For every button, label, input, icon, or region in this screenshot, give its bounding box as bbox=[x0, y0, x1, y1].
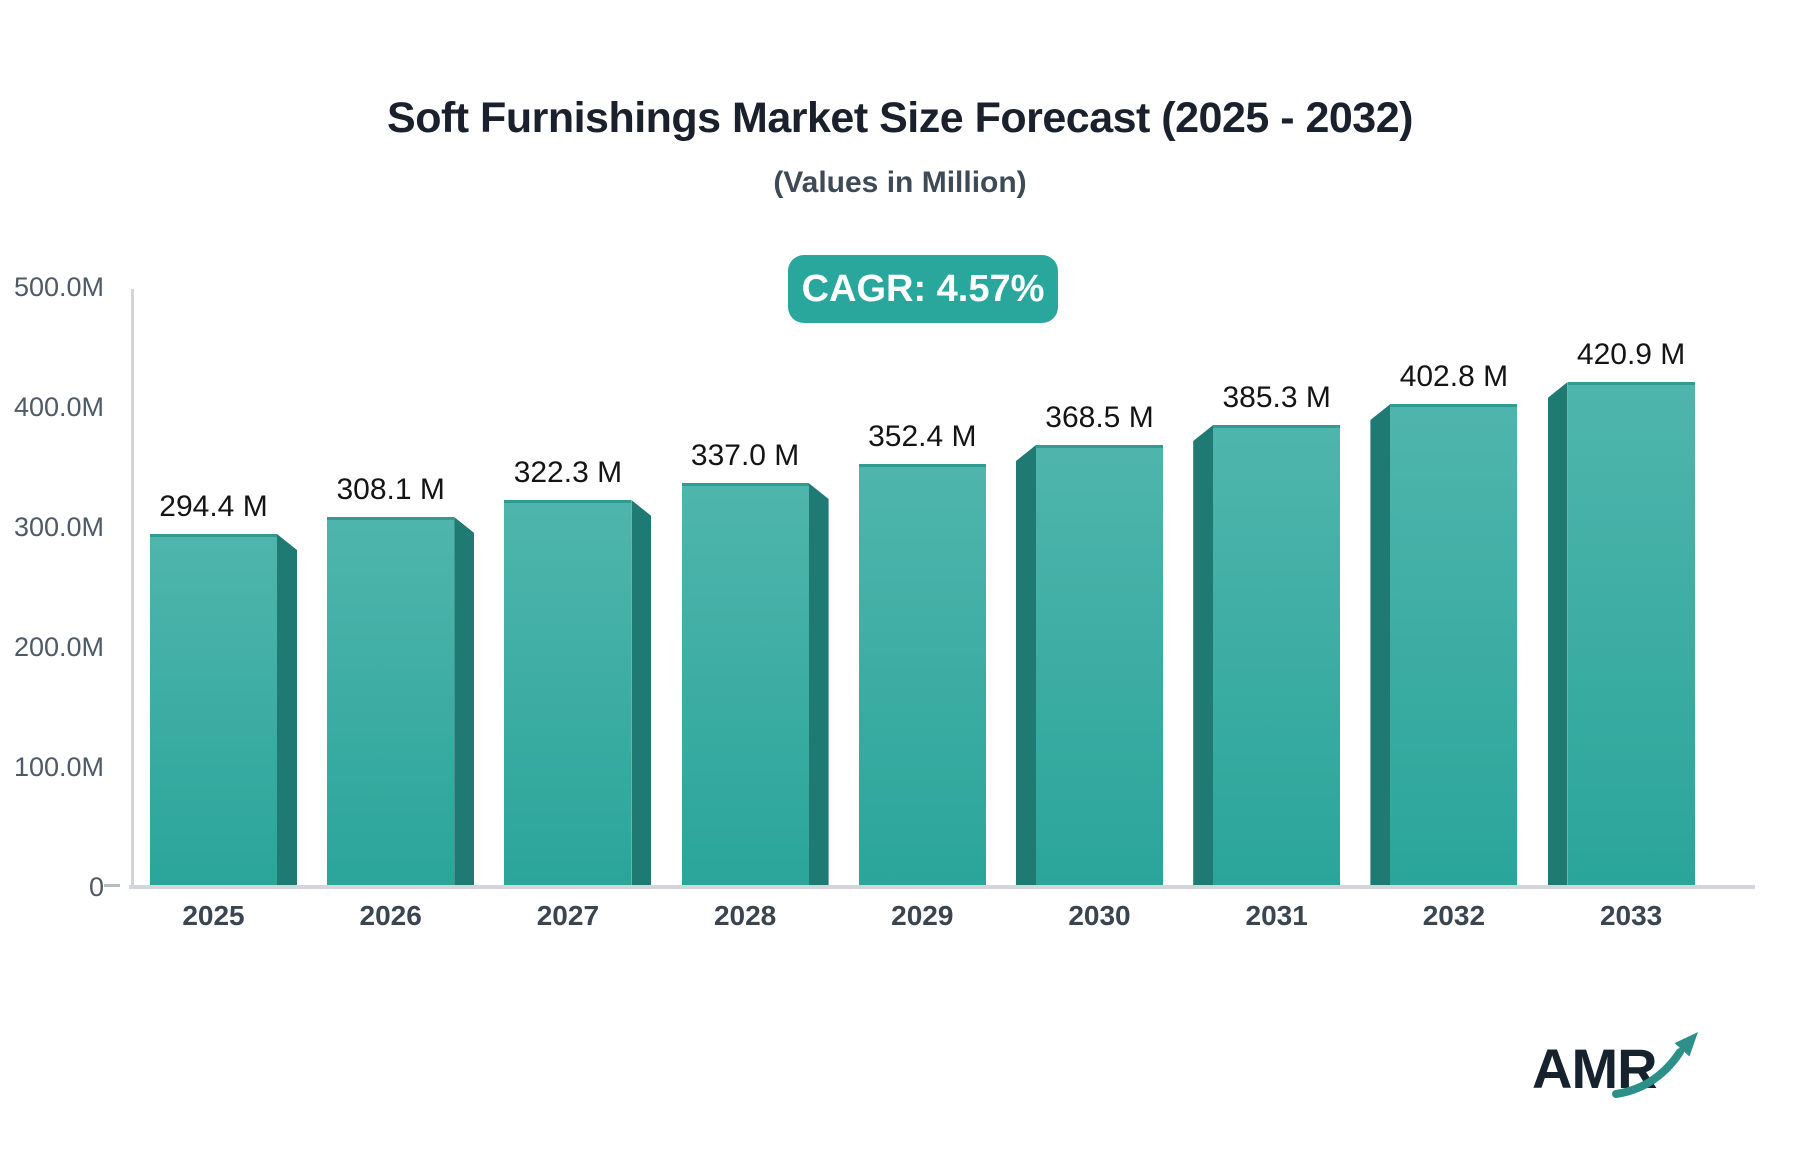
bar-value-label: 322.3 M bbox=[513, 456, 623, 489]
x-axis-label: 2027 bbox=[536, 900, 600, 931]
bar-side-face bbox=[808, 483, 829, 887]
bar-value-label: 420.9 M bbox=[1576, 338, 1686, 371]
bar-side-face bbox=[1370, 404, 1391, 887]
page-title: Soft Furnishings Market Size Forecast (2… bbox=[387, 94, 1413, 142]
bar-2028 bbox=[681, 483, 809, 887]
x-axis-label: 2031 bbox=[1245, 900, 1308, 931]
bar-2025 bbox=[150, 534, 277, 887]
bar-value-label: 337.0 M bbox=[690, 439, 800, 472]
bar-value-label: 294.4 M bbox=[159, 490, 268, 523]
bar-value-label: 352.4 M bbox=[868, 420, 977, 453]
y-axis-tick-label: 0 bbox=[88, 872, 104, 902]
bar-2029 bbox=[858, 464, 986, 887]
x-axis-label: 2025 bbox=[182, 900, 245, 931]
zero-tick-mark bbox=[104, 884, 120, 887]
x-axis-label: 2028 bbox=[713, 900, 777, 931]
x-axis-label: 2033 bbox=[1599, 900, 1663, 931]
bar-side-face bbox=[277, 534, 297, 887]
y-axis-tick-label: 100.0M bbox=[13, 752, 104, 782]
y-axis-tick-label: 300.0M bbox=[13, 512, 104, 542]
bar-side-face bbox=[1193, 425, 1214, 887]
bar-2033 bbox=[1567, 382, 1695, 887]
x-axis-label: 2029 bbox=[891, 900, 954, 931]
brand-logo: AMR bbox=[1532, 1032, 1762, 1128]
bar-2031 bbox=[1213, 425, 1341, 887]
y-axis-tick-label: 400.0M bbox=[13, 392, 104, 422]
bar-value-label: 385.3 M bbox=[1222, 381, 1331, 414]
bar-value-label: 308.1 M bbox=[336, 473, 445, 506]
page-subtitle: (Values in Million) bbox=[773, 166, 1027, 199]
x-axis-label: 2032 bbox=[1422, 900, 1486, 931]
cagr-badge: CAGR: 4.57% bbox=[788, 255, 1058, 323]
x-axis-label: 2026 bbox=[359, 900, 422, 931]
bar-2027 bbox=[504, 500, 632, 887]
bar-2032 bbox=[1390, 404, 1518, 887]
y-axis-tick-label: 200.0M bbox=[13, 632, 104, 662]
x-axis-label: 2030 bbox=[1068, 900, 1131, 931]
growth-arrow-icon bbox=[1612, 1032, 1698, 1098]
bar-side-face bbox=[454, 517, 475, 887]
bar-value-label: 368.5 M bbox=[1045, 401, 1154, 434]
bar-side-face bbox=[1547, 382, 1568, 887]
bar-2026 bbox=[327, 517, 455, 887]
y-axis-tick-label: 500.0M bbox=[13, 272, 104, 302]
bar-side-face bbox=[631, 500, 652, 887]
y-axis-line bbox=[131, 289, 134, 887]
bar-2030 bbox=[1036, 445, 1163, 887]
x-axis-line bbox=[129, 885, 1755, 889]
bar-side-face bbox=[1016, 445, 1036, 887]
bar-value-label: 402.8 M bbox=[1399, 360, 1509, 393]
